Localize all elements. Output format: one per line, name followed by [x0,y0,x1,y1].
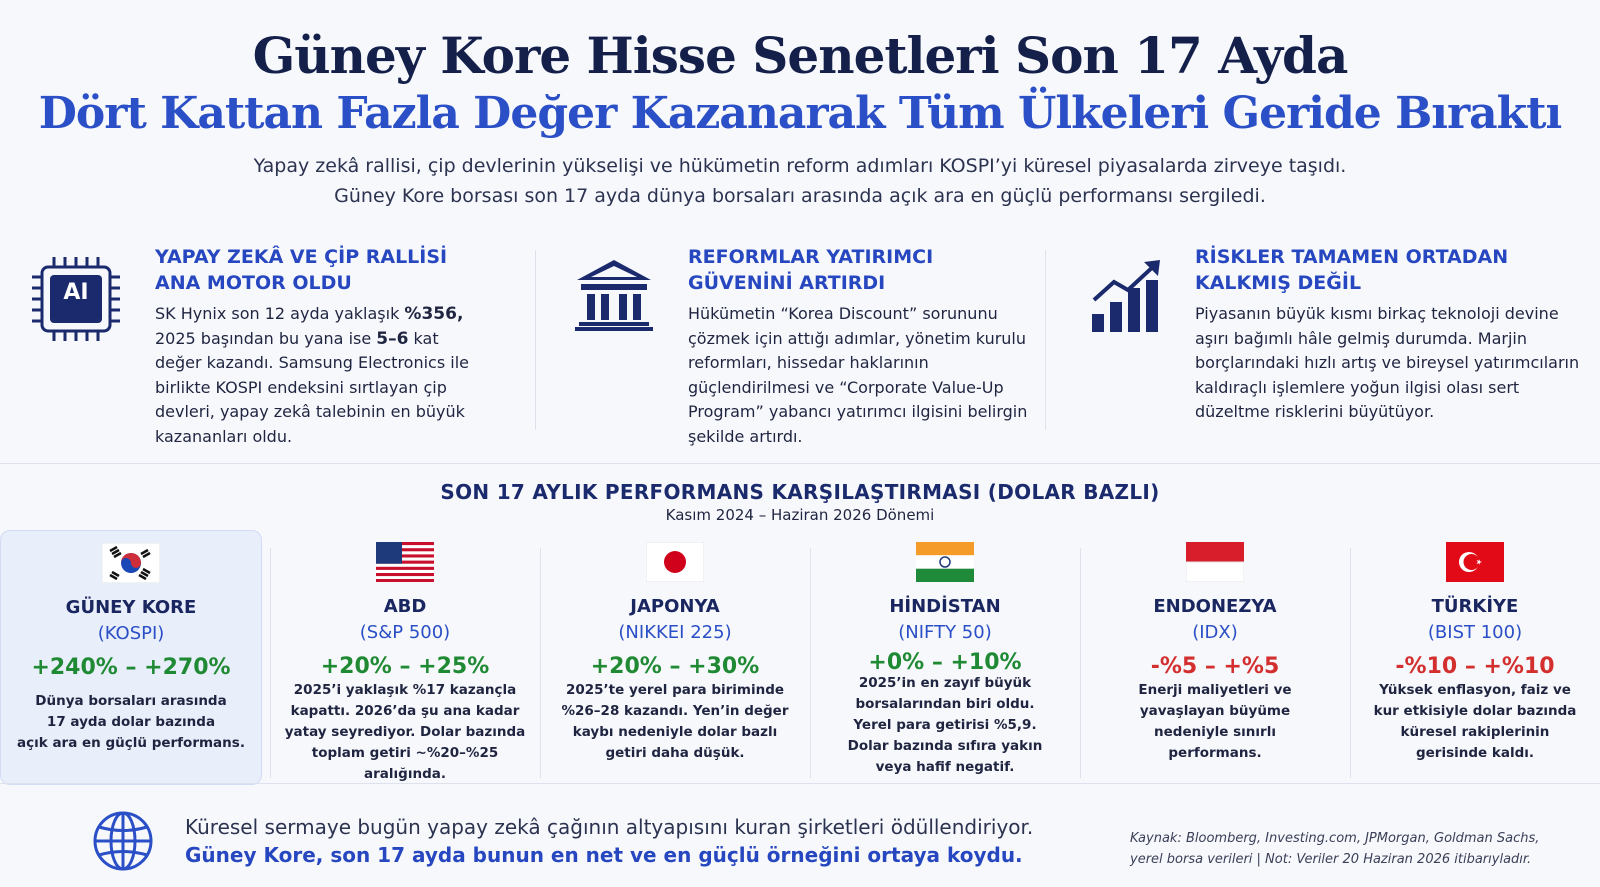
column-title-line2: ANA MOTOR OLDU [155,272,352,294]
japan-flag-icon [645,541,705,586]
country-description-line: Dolar bazında sıfıra yakın [847,738,1043,754]
column-divider [1045,250,1046,430]
country-card: ENDONEZYA (IDX) -%5 – +%5 Enerji maliyetler… [1080,530,1350,785]
lead-line-2: Güney Kore borsası son 17 ayda dünya bor… [334,185,1266,207]
section-divider [0,783,1600,784]
country-description-line: küresel rakiplerinin [1400,724,1550,740]
card-divider [810,548,811,778]
column-divider [535,250,536,430]
country-description-line: toplam getiri ~%20–%25 aralığında. [311,745,499,782]
india-flag-icon [916,542,974,586]
country-card: GÜNEY KORE (KOSPI) +240% – +270% Dünya bors… [0,530,262,785]
country-name: ABD [383,596,427,617]
globe-icon [93,811,153,871]
country-description-line: veya hafif negatif. [875,759,1015,775]
country-name: ENDONEZYA [1153,596,1277,617]
column-title-line1: REFORMLAR YATIRIMCI [688,246,934,268]
performance-period: Kasım 2024 – Haziran 2026 Dönemi [665,506,935,524]
column-body: SK Hynix son 12 ayda yaklaşık %356, 2025… [155,304,469,446]
country-description-line: gerisinde kaldı. [1415,745,1535,761]
indonesia-flag-icon [1185,542,1245,586]
country-description-line: nedeniyle sınırlı [1154,724,1276,740]
card-divider [1350,548,1351,778]
country-description-line: %26–28 kazandı. Yen’in değer [561,703,789,719]
country-description-line: 2025’i yaklaşık %17 kazançla [293,682,517,698]
country-description-line: 2025’in en zayıf büyük [858,675,1032,691]
country-description-line: yatay seyrediyor. Dolar bazında [284,724,526,740]
country-description-line: performans. [1168,745,1262,761]
country-name: GÜNEY KORE [65,597,197,618]
country-description: Enerji maliyetleri ve yavaşlayan büyüme ne… [1090,680,1340,764]
column-reforms: REFORMLAR YATIRIMCI GÜVENİNİ ARTIRDI Hük… [688,244,1028,449]
footer-line-2: Güney Kore, son 17 ayda bunun en net ve … [185,843,1023,867]
country-description-line: yavaşlayan büyüme [1139,703,1291,719]
country-description-line: kapattı. 2026’da şu ana kadar [290,703,520,719]
country-card: HİNDİSTAN (NIFTY 50) +0% – +10% 2025’in en … [810,530,1080,785]
country-description-line: Yüksek enflasyon, faiz ve [1379,682,1571,698]
column-title-line1: RİSKLER TAMAMEN ORTADAN [1195,246,1509,268]
page-subtitle: Dört Kattan Fazla Değer Kazanarak Tüm Ül… [38,88,1562,139]
south-korea-flag-icon [101,542,161,587]
usa-flag-icon [376,542,434,586]
country-description: 2025’te yerel para biriminde %26–28 kazan… [550,680,800,764]
country-description-line: Enerji maliyetleri ve [1138,682,1292,698]
country-index: (NIFTY 50) [898,622,992,643]
country-name: JAPONYA [630,596,720,617]
column-risks: RİSKLER TAMAMEN ORTADAN KALKMIŞ DEĞİL Pi… [1195,244,1590,425]
section-divider [0,463,1600,464]
column-title-line2: GÜVENİNİ ARTIRDI [688,272,886,294]
country-description: 2025’i yaklaşık %17 kazançla kapattı. 202… [280,680,530,785]
country-return-range: +20% – +25% [320,654,490,679]
country-return-range: -%10 – +%10 [1395,654,1555,679]
country-index: (IDX) [1192,622,1238,643]
country-description-line: kur etkisiyle dolar bazında [1373,703,1577,719]
country-description: Dünya borsaları arasında 17 ayda dolar ba… [11,691,251,754]
column-body: Hükümetin “Korea Discount” sorununu çözm… [688,304,1028,446]
country-index: (NIKKEI 225) [618,622,732,643]
source-line-2: yerel borsa verileri | Not: Veriler 20 H… [1130,852,1532,867]
footer-line-1: Küresel sermaye bugün yapay zekâ çağının… [185,815,1034,839]
page-title: Güney Kore Hisse Senetleri Son 17 Ayda [252,26,1349,85]
turkey-flag-icon [1446,542,1504,586]
country-index: (S&P 500) [359,622,451,643]
country-description-line: borsalarından biri oldu. [855,696,1035,712]
lead-line-1: Yapay zekâ rallisi, çip devlerinin yükse… [253,155,1347,177]
country-name: TÜRKİYE [1431,596,1519,617]
bank-building-icon [575,260,653,331]
country-description-line: kaybı nedeniyle dolar bazlı [572,724,778,740]
country-return-range: +240% – +270% [31,655,231,680]
country-description-line: açık ara en güçlü performans. [17,735,245,751]
country-card: TÜRKİYE (BIST 100) -%10 – +%10 Yüksek enfla… [1350,530,1600,785]
column-chip-rally: YAPAY ZEKÂ VE ÇİP RALLİSİ ANA MOTOR OLDU… [155,244,490,449]
country-description-line: 2025’te yerel para biriminde [565,682,785,698]
card-divider [270,548,271,778]
country-return-range: +0% – +10% [868,650,1022,675]
country-description-line: Yerel para getirisi %5,9. [853,717,1037,733]
ai-chip-icon [32,257,120,341]
source-line-1: Kaynak: Bloomberg, Investing.com, JPMorg… [1130,831,1540,846]
growth-chart-icon [1092,260,1160,332]
country-return-range: -%5 – +%5 [1150,654,1280,679]
country-description: Yüksek enflasyon, faiz ve kur etkisiyle d… [1360,680,1590,764]
column-body: Piyasanın büyük kısmı birkaç teknoloji d… [1195,304,1580,421]
country-card: JAPONYA (NIKKEI 225) +20% – +30% 2025’te ye… [540,530,810,785]
country-description-line: 17 ayda dolar bazında [46,714,216,730]
country-description-line: Dünya borsaları arasında [35,693,227,709]
column-title-line2: KALKMIŞ DEĞİL [1195,272,1362,294]
column-title-line1: YAPAY ZEKÂ VE ÇİP RALLİSİ [155,246,448,268]
card-divider [1080,548,1081,778]
card-divider [540,548,541,778]
country-index: (BIST 100) [1427,622,1523,643]
performance-title: SON 17 AYLIK PERFORMANS KARŞILAŞTIRMASI … [440,480,1160,504]
country-name: HİNDİSTAN [889,596,1001,617]
ai-chip-label: AI [63,280,89,305]
country-index: (KOSPI) [97,623,165,644]
country-description: 2025’in en zayıf büyük borsalarından biri… [820,673,1070,778]
country-description-line: getiri daha düşük. [605,745,745,761]
country-return-range: +20% – +30% [590,654,760,679]
country-card: ABD (S&P 500) +20% – +25% 2025’i yaklaşık %… [270,530,540,785]
